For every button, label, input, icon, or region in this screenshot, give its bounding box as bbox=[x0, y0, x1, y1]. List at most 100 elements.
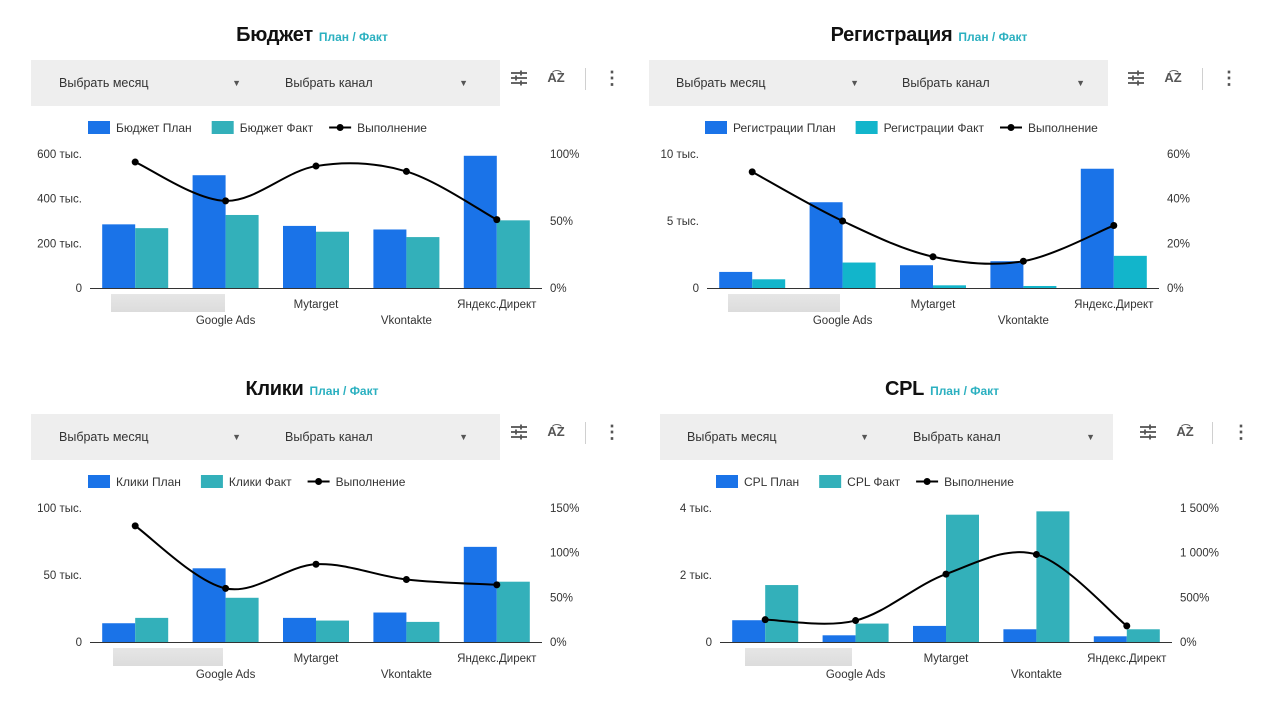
bar-plan bbox=[373, 612, 407, 642]
y-right-tick-label: 40% bbox=[1167, 194, 1190, 206]
channel-filter-label: Выбрать канал bbox=[285, 430, 373, 444]
chart-legend: CPL План CPL Факт Выполнение bbox=[716, 475, 1014, 489]
sort-az-icon[interactable]: A͡Z bbox=[547, 70, 565, 85]
y-left-tick-label: 2 тыс. bbox=[680, 570, 712, 582]
bar-plan bbox=[1093, 636, 1127, 642]
completion-point bbox=[1110, 221, 1118, 229]
completion-point bbox=[222, 197, 230, 205]
completion-line bbox=[134, 161, 498, 221]
legend-label-plan: Регистрации План bbox=[733, 121, 836, 135]
x-tick-label: Яндекс.Директ bbox=[1087, 653, 1167, 665]
panel-title: Бюджет bbox=[236, 24, 313, 46]
bar-fact bbox=[225, 214, 259, 288]
x-tick-label: Mytarget bbox=[294, 299, 340, 311]
more-vert-icon[interactable]: ⋮ bbox=[1220, 68, 1238, 88]
month-filter[interactable]: Выбрать месяц ▼ bbox=[676, 60, 859, 106]
legend-label-completion: Выполнение bbox=[336, 475, 406, 489]
chevron-down-icon: ▼ bbox=[860, 432, 869, 442]
sort-az-icon[interactable]: A͡Z bbox=[1176, 424, 1194, 439]
channel-filter[interactable]: Выбрать канал ▼ bbox=[913, 414, 1095, 460]
completion-point bbox=[1019, 257, 1027, 265]
x-tick-label: Vkontakte bbox=[1011, 669, 1062, 681]
y-right-tick-label: 100% bbox=[550, 548, 579, 560]
month-filter[interactable]: Выбрать месяц ▼ bbox=[59, 60, 241, 106]
chevron-down-icon: ▼ bbox=[850, 78, 859, 88]
bar-plan bbox=[990, 261, 1024, 288]
y-left-tick-label: 0 bbox=[76, 637, 82, 649]
sort-az-icon[interactable]: A͡Z bbox=[1164, 70, 1182, 85]
toolbar-divider bbox=[1212, 422, 1213, 444]
y-left-tick-label: 0 bbox=[693, 283, 699, 295]
panel-budget: Бюджет План / Факт Выбрать месяц ▼ Выбрат… bbox=[10, 0, 630, 345]
bar-plan bbox=[463, 155, 497, 288]
legend-marker-completion bbox=[336, 124, 344, 131]
redacted-label bbox=[113, 648, 223, 666]
bar-plan bbox=[809, 202, 843, 288]
bar-plan bbox=[192, 175, 226, 288]
legend-label-completion: Выполнение bbox=[357, 121, 427, 135]
filter-sliders-icon[interactable] bbox=[507, 420, 531, 444]
legend-label-plan: Бюджет План bbox=[116, 121, 192, 135]
y-right-tick-label: 50% bbox=[550, 216, 573, 228]
y-right-tick-label: 0% bbox=[550, 283, 567, 295]
bar-fact bbox=[946, 514, 979, 642]
filter-sliders-icon[interactable] bbox=[1136, 420, 1160, 444]
toolbar-divider bbox=[585, 422, 586, 444]
legend-swatch-plan bbox=[705, 121, 727, 134]
completion-point bbox=[761, 616, 769, 624]
channel-filter[interactable]: Выбрать канал ▼ bbox=[902, 60, 1085, 106]
x-tick-label: Vkontakte bbox=[381, 669, 432, 681]
legend-swatch-fact bbox=[200, 475, 223, 488]
panel-title: Регистрация bbox=[830, 24, 953, 46]
legend-marker-completion bbox=[923, 478, 931, 485]
more-vert-icon[interactable]: ⋮ bbox=[603, 422, 621, 442]
month-filter-label: Выбрать месяц bbox=[687, 430, 777, 444]
y-right-tick-label: 50% bbox=[550, 592, 573, 604]
bar-plan bbox=[719, 271, 753, 288]
bar-fact bbox=[765, 585, 799, 642]
month-filter[interactable]: Выбрать месяц ▼ bbox=[687, 414, 869, 460]
y-left-tick-label: 0 bbox=[76, 283, 82, 295]
x-tick-label: Vkontakte bbox=[998, 315, 1049, 327]
sort-az-icon[interactable]: A͡Z bbox=[547, 424, 565, 439]
bar-fact bbox=[855, 623, 889, 642]
chevron-down-icon: ▼ bbox=[1086, 432, 1095, 442]
y-right-tick-label: 500% bbox=[1180, 592, 1209, 604]
month-filter[interactable]: Выбрать месяц ▼ bbox=[59, 414, 241, 460]
completion-point bbox=[839, 217, 847, 225]
bar-plan bbox=[102, 224, 136, 288]
month-filter-label: Выбрать месяц bbox=[59, 76, 149, 90]
channel-filter[interactable]: Выбрать канал ▼ bbox=[285, 414, 468, 460]
completion-line bbox=[751, 170, 1115, 265]
legend-swatch-plan bbox=[88, 121, 110, 134]
completion-point bbox=[852, 617, 860, 625]
completion-point bbox=[131, 158, 139, 166]
panel-subtitle: План / Факт bbox=[958, 30, 1028, 44]
completion-point bbox=[222, 584, 230, 592]
bar-fact bbox=[135, 228, 169, 288]
filter-sliders-icon[interactable] bbox=[1124, 66, 1148, 90]
channel-filter[interactable]: Выбрать канал ▼ bbox=[285, 60, 468, 106]
legend-label-plan: CPL План bbox=[744, 475, 799, 489]
filter-bar: Выбрать месяц ▼ Выбрать канал ▼ bbox=[31, 60, 500, 106]
month-filter-label: Выбрать месяц bbox=[676, 76, 766, 90]
chart-legend: Клики План Клики Факт Выполнение bbox=[88, 475, 406, 489]
panel-title-row: CPL План / Факт bbox=[632, 378, 1252, 401]
more-vert-icon[interactable]: ⋮ bbox=[1232, 422, 1250, 442]
redacted-label bbox=[111, 294, 225, 312]
x-tick-label: Яндекс.Директ bbox=[1074, 299, 1154, 311]
filter-sliders-icon[interactable] bbox=[507, 66, 531, 90]
completion-point bbox=[493, 216, 501, 224]
x-tick-label: Google Ads bbox=[196, 669, 256, 681]
y-right-tick-label: 20% bbox=[1167, 238, 1190, 250]
panel-subtitle: План / Факт bbox=[930, 384, 1000, 398]
more-vert-icon[interactable]: ⋮ bbox=[603, 68, 621, 88]
legend-label-fact: Клики Факт bbox=[229, 475, 292, 489]
x-tick-label: Яндекс.Директ bbox=[457, 653, 537, 665]
channel-filter-label: Выбрать канал bbox=[902, 76, 990, 90]
legend-swatch-plan bbox=[716, 475, 738, 488]
bar-plan bbox=[373, 229, 407, 288]
bar-plan bbox=[900, 265, 933, 288]
panel-title-row: Бюджет План / Факт bbox=[2, 24, 622, 47]
panel-subtitle: План / Факт bbox=[318, 30, 388, 44]
